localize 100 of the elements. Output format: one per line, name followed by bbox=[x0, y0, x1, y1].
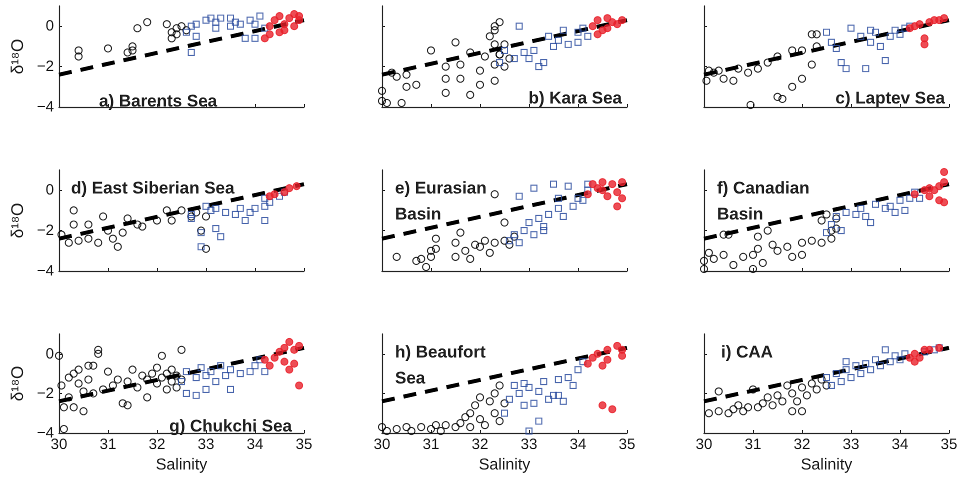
text: h) Beaufort Sea bbox=[395, 342, 486, 388]
point bbox=[535, 418, 542, 425]
point bbox=[172, 383, 181, 392]
point bbox=[798, 250, 806, 259]
point bbox=[560, 398, 567, 405]
point bbox=[280, 358, 288, 366]
point bbox=[295, 342, 304, 350]
point bbox=[270, 16, 279, 24]
point bbox=[490, 238, 499, 247]
point bbox=[426, 252, 436, 261]
point bbox=[456, 228, 464, 237]
x-tick-label: 30 bbox=[696, 436, 712, 453]
point bbox=[613, 342, 622, 350]
y-tick-label: 0 bbox=[46, 345, 54, 362]
point bbox=[714, 66, 723, 75]
point bbox=[192, 392, 200, 399]
point bbox=[554, 392, 562, 399]
point bbox=[114, 242, 122, 251]
x-tick-label: 31 bbox=[744, 436, 762, 453]
point bbox=[182, 368, 190, 376]
point bbox=[89, 389, 98, 398]
point bbox=[892, 26, 899, 34]
point bbox=[260, 34, 269, 42]
point bbox=[798, 238, 806, 247]
point bbox=[594, 350, 602, 358]
point bbox=[896, 356, 904, 364]
point bbox=[768, 240, 777, 249]
point bbox=[486, 248, 494, 257]
point bbox=[290, 22, 298, 30]
point bbox=[292, 182, 301, 190]
point bbox=[516, 192, 523, 200]
point bbox=[724, 409, 733, 418]
point bbox=[882, 346, 889, 354]
point bbox=[729, 76, 738, 85]
point bbox=[940, 198, 948, 206]
point bbox=[500, 236, 509, 245]
point bbox=[783, 242, 792, 251]
x-tick-label: 30 bbox=[374, 436, 390, 453]
point bbox=[808, 60, 816, 69]
point bbox=[700, 264, 708, 274]
point bbox=[857, 370, 864, 378]
point bbox=[188, 22, 195, 30]
point bbox=[842, 65, 850, 72]
point bbox=[461, 246, 470, 255]
point bbox=[857, 32, 864, 40]
point bbox=[822, 28, 830, 36]
point bbox=[540, 223, 548, 230]
point bbox=[530, 46, 538, 54]
point bbox=[118, 399, 127, 408]
point bbox=[828, 382, 835, 390]
point bbox=[276, 192, 284, 200]
point bbox=[490, 409, 499, 418]
point bbox=[773, 391, 782, 400]
point bbox=[290, 346, 298, 354]
point bbox=[744, 403, 752, 412]
point bbox=[226, 366, 234, 374]
point bbox=[285, 338, 294, 346]
point bbox=[192, 374, 200, 382]
point bbox=[506, 237, 513, 244]
point bbox=[500, 46, 508, 54]
point bbox=[226, 14, 234, 22]
point bbox=[530, 400, 538, 407]
point bbox=[188, 214, 195, 222]
point bbox=[187, 212, 196, 221]
point bbox=[466, 48, 474, 57]
point bbox=[198, 229, 205, 236]
point bbox=[739, 407, 748, 416]
point bbox=[798, 407, 806, 416]
point bbox=[207, 368, 214, 376]
point bbox=[832, 214, 840, 223]
point bbox=[930, 346, 938, 354]
point bbox=[764, 393, 772, 402]
point bbox=[285, 366, 294, 374]
point bbox=[818, 216, 826, 225]
point bbox=[798, 383, 806, 392]
point bbox=[232, 18, 239, 26]
point bbox=[554, 376, 562, 384]
point bbox=[505, 240, 514, 249]
point bbox=[74, 366, 83, 374]
point bbox=[739, 252, 748, 261]
point bbox=[451, 38, 460, 46]
point bbox=[798, 46, 806, 54]
point bbox=[236, 20, 244, 28]
point bbox=[392, 424, 401, 434]
point bbox=[720, 250, 728, 259]
point bbox=[128, 42, 137, 50]
point bbox=[525, 427, 533, 435]
point bbox=[910, 358, 919, 366]
point bbox=[99, 385, 108, 394]
point bbox=[192, 20, 200, 28]
point bbox=[480, 52, 489, 61]
point bbox=[177, 22, 186, 30]
point bbox=[545, 210, 552, 218]
point bbox=[246, 368, 254, 376]
point bbox=[266, 22, 274, 30]
point bbox=[579, 24, 586, 32]
point bbox=[217, 14, 224, 22]
point bbox=[442, 88, 450, 97]
point bbox=[94, 350, 102, 358]
point bbox=[222, 208, 230, 216]
